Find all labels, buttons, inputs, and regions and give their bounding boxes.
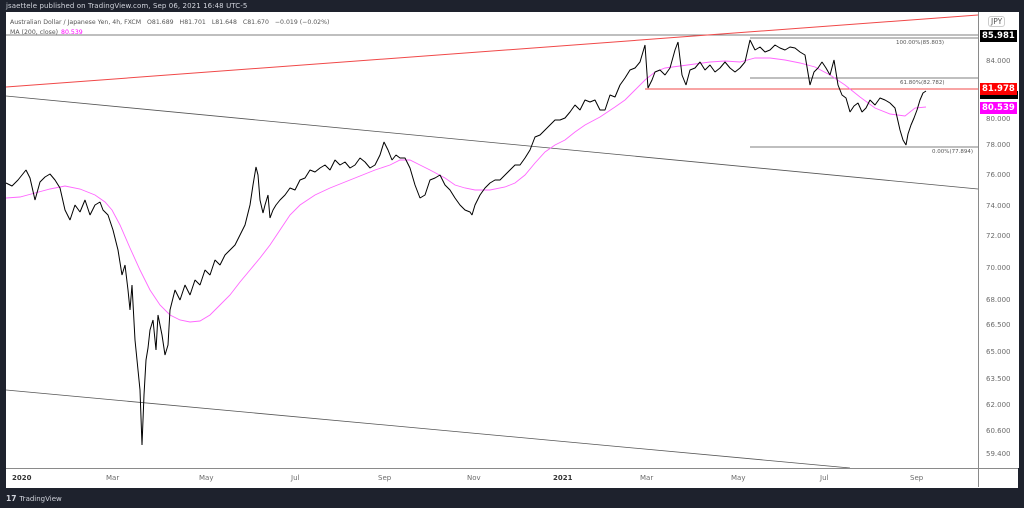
tradingview-logo-icon: 17 bbox=[6, 494, 17, 503]
axis-corner-divider bbox=[978, 468, 979, 487]
price-scale[interactable] bbox=[978, 12, 1019, 468]
time-label: Mar bbox=[106, 474, 120, 482]
price-tick: 74.000 bbox=[986, 202, 1011, 210]
time-label: Nov bbox=[467, 474, 481, 482]
time-label: May bbox=[199, 474, 214, 482]
price-tick: 70.000 bbox=[986, 264, 1011, 272]
price-tick: 60.600 bbox=[986, 427, 1011, 435]
horizontal-line-price-tag: 81.978 bbox=[980, 83, 1017, 95]
ma-200-line bbox=[5, 57, 927, 323]
high-price-tag: 85.981 bbox=[980, 30, 1017, 42]
chart-legend-ma[interactable]: MA (200, close) 80.539 bbox=[10, 29, 83, 36]
time-label: Jul bbox=[820, 474, 829, 482]
footer-brand[interactable]: 17 TradingView bbox=[6, 494, 62, 503]
chart-pane[interactable] bbox=[6, 12, 1018, 487]
published-by-text: jsaettele published on TradingView.com, … bbox=[6, 2, 248, 10]
price-tick: 80.000 bbox=[986, 115, 1011, 123]
red-trendline bbox=[5, 14, 979, 88]
currency-badge[interactable]: JPY bbox=[988, 16, 1006, 27]
time-label: Sep bbox=[910, 474, 924, 482]
time-axis[interactable] bbox=[6, 468, 1018, 488]
time-label: Sep bbox=[378, 474, 392, 482]
price-tick: 59.400 bbox=[986, 450, 1011, 458]
fib-100-label: 100.00%(85.803) bbox=[896, 40, 945, 46]
legend-high: H81.701 bbox=[179, 19, 206, 26]
price-tick: 76.000 bbox=[986, 171, 1011, 179]
legend-open: O81.689 bbox=[147, 19, 174, 26]
price-tick: 62.000 bbox=[986, 401, 1011, 409]
ma-label: MA (200, close) bbox=[10, 29, 59, 36]
footer-brand-label: TradingView bbox=[19, 494, 62, 503]
ma-value: 80.539 bbox=[61, 29, 83, 36]
time-label: Jul bbox=[291, 474, 300, 482]
time-label: 2020 bbox=[12, 474, 32, 482]
legend-low: L81.648 bbox=[211, 19, 237, 26]
price-tick: 68.000 bbox=[986, 296, 1011, 304]
price-tick: 84.000 bbox=[986, 57, 1011, 65]
time-label: 2021 bbox=[553, 474, 573, 482]
lower-descending-trendline bbox=[5, 389, 851, 469]
price-tick: 72.000 bbox=[986, 232, 1011, 240]
chart-legend-ohlc: Australian Dollar / Japanese Yen, 4h, FX… bbox=[10, 19, 333, 26]
fib-618-label: 61.80%(82.782) bbox=[900, 80, 945, 86]
price-line bbox=[5, 39, 927, 446]
legend-change: −0.019 (−0.02%) bbox=[274, 19, 330, 26]
legend-close: C81.670 bbox=[242, 19, 269, 26]
ma-price-tag: 80.539 bbox=[980, 102, 1017, 114]
upper-descending-trendline bbox=[5, 95, 979, 190]
price-tick: 66.500 bbox=[986, 321, 1011, 329]
price-tick: 78.000 bbox=[986, 141, 1011, 149]
time-label: Mar bbox=[640, 474, 654, 482]
last-price-tag-hidden bbox=[980, 91, 1018, 99]
legend-symbol: Australian Dollar / Japanese Yen, 4h, FX… bbox=[10, 19, 142, 26]
price-tick: 63.500 bbox=[986, 375, 1011, 383]
price-tick: 65.000 bbox=[986, 348, 1011, 356]
time-label: May bbox=[731, 474, 746, 482]
fib-0-label: 0.00%(77.894) bbox=[932, 149, 974, 155]
